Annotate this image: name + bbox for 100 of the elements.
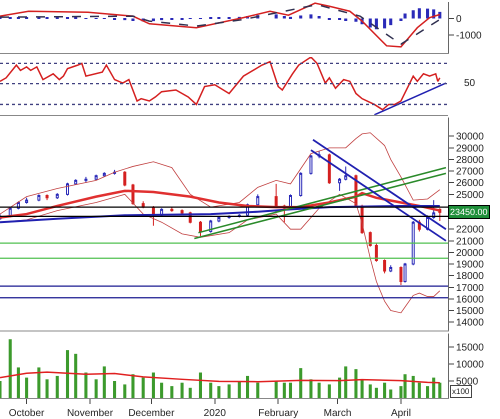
- bar: [8, 339, 12, 398]
- bar: [426, 386, 430, 398]
- bar: [16, 367, 20, 398]
- bar: [274, 381, 278, 398]
- bar: [426, 8, 430, 18]
- bar: [309, 14, 312, 18]
- bar: [246, 376, 250, 398]
- bar: [188, 388, 192, 398]
- bar: [209, 382, 212, 398]
- y-tick-label: 20000: [456, 248, 484, 259]
- line-series: [0, 132, 440, 214]
- bar: [256, 382, 260, 398]
- bar: [368, 18, 372, 28]
- bar: [274, 14, 278, 18]
- bar: [25, 378, 28, 398]
- y-tick-label: 22000: [456, 224, 484, 236]
- x-tick-label: December: [128, 408, 176, 419]
- y-tick-label: 0: [456, 14, 462, 25]
- bar: [328, 384, 331, 398]
- bar: [299, 16, 302, 18]
- bar: [412, 10, 415, 18]
- bar: [74, 354, 78, 398]
- bar: [152, 372, 155, 398]
- candlestick: [299, 172, 302, 198]
- bar: [152, 18, 155, 22]
- y-tick-label: 21000: [456, 236, 484, 248]
- bar: [84, 372, 88, 398]
- y-tick-label: 17000: [456, 282, 484, 294]
- bar: [282, 382, 286, 398]
- candlestick: [180, 208, 184, 215]
- bar: [438, 382, 442, 398]
- bar: [418, 8, 421, 18]
- bar: [198, 372, 202, 398]
- candlestick: [328, 153, 331, 184]
- bar: [412, 376, 415, 398]
- x-tick-label: March: [324, 408, 352, 419]
- bar: [374, 388, 378, 398]
- candlestick: [56, 192, 59, 200]
- bar: [383, 18, 386, 28]
- bar: [360, 379, 364, 398]
- bar: [389, 18, 392, 26]
- bar: [432, 378, 436, 398]
- bar: [217, 386, 220, 398]
- y-tick-label: 18000: [456, 271, 484, 282]
- candlestick: [66, 182, 70, 196]
- candlestick: [94, 174, 98, 181]
- bar: [180, 382, 184, 398]
- bar: [170, 386, 174, 398]
- candlestick: [37, 194, 40, 202]
- candlestick: [404, 262, 407, 284]
- bar: [37, 367, 40, 398]
- candlestick: [74, 178, 78, 186]
- annotation: 23450.00: [450, 207, 488, 217]
- candlestick: [309, 154, 312, 176]
- bar: [142, 378, 145, 398]
- bar: [113, 381, 116, 398]
- x-tick-label: April: [390, 408, 411, 419]
- bar: [123, 384, 126, 398]
- candlestick: [25, 197, 28, 204]
- bar: [344, 18, 348, 21]
- bar: [46, 379, 49, 398]
- candlestick: [123, 170, 126, 187]
- candlestick: [84, 176, 88, 184]
- y-tick-label: 30000: [456, 132, 484, 143]
- bar: [102, 366, 106, 398]
- candlestick: [338, 178, 342, 192]
- text: 50: [464, 78, 476, 89]
- y-tick-label: 26000: [456, 178, 484, 190]
- text: x100: [452, 387, 470, 396]
- y-tick-label: 27000: [456, 166, 484, 178]
- candlestick: [46, 194, 49, 201]
- y-tick-label: 28000: [456, 154, 484, 166]
- bar: [299, 368, 302, 398]
- bar: [368, 384, 372, 398]
- candlestick: [383, 258, 386, 274]
- candlestick: [217, 216, 220, 223]
- candlestick: [198, 220, 202, 237]
- x-tick-label: October: [8, 408, 46, 419]
- candlestick: [344, 166, 348, 181]
- candlestick: [170, 206, 174, 212]
- bar: [131, 18, 134, 21]
- bar: [66, 350, 70, 398]
- bar: [344, 366, 348, 398]
- y-tick-label: 10000: [456, 360, 484, 371]
- candlestick: [256, 194, 260, 206]
- y-tick-label: 15000: [456, 342, 484, 354]
- candlestick: [368, 231, 372, 248]
- y-tick-label: 25000: [456, 190, 484, 201]
- y-tick-label: 15000: [456, 306, 484, 318]
- bar: [418, 382, 421, 398]
- x-tick-label: 2020: [204, 408, 226, 419]
- bar: [338, 378, 342, 398]
- y-tick-label: 29000: [456, 143, 484, 154]
- bar: [383, 382, 386, 398]
- bar: [94, 379, 98, 398]
- bar: [56, 376, 59, 398]
- bar: [228, 384, 231, 398]
- line-series: [0, 371, 441, 384]
- bar: [288, 382, 292, 398]
- bar: [404, 14, 407, 18]
